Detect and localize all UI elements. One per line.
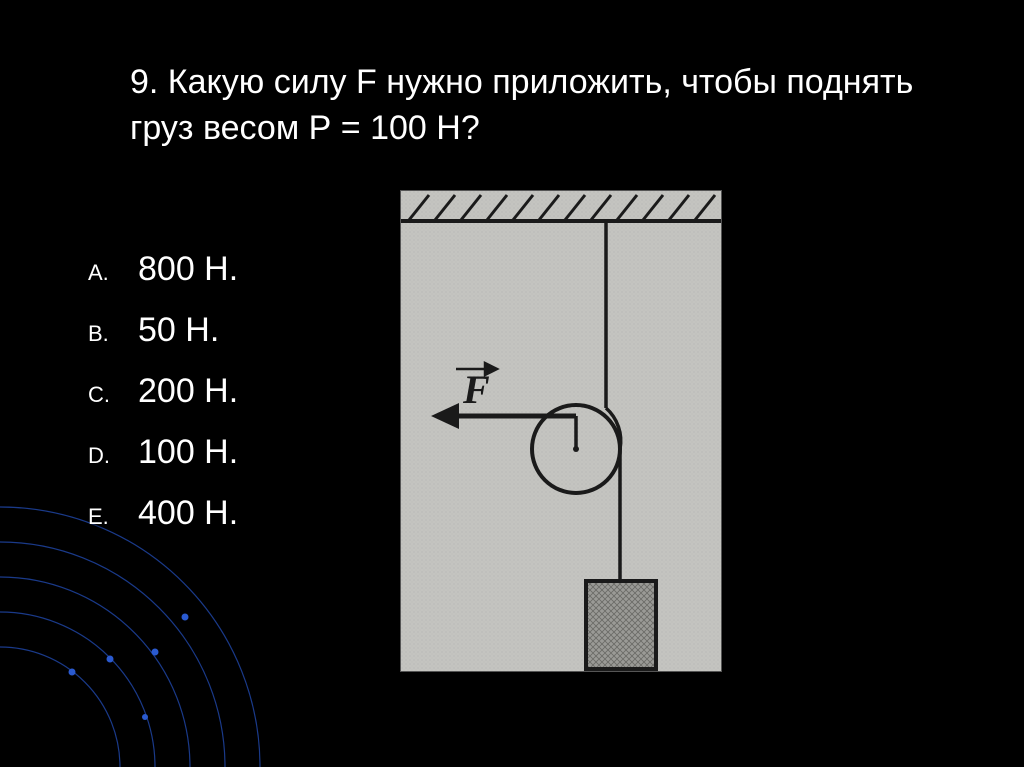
pulley-diagram: F [400, 190, 722, 672]
diagram-background [401, 191, 721, 671]
question-text: 9. Какую силу F нужно приложить, чтобы п… [130, 60, 930, 152]
option-letter: D. [80, 443, 138, 469]
option-text: 200 Н. [138, 372, 238, 411]
option-text: 50 Н. [138, 311, 219, 350]
option-a[interactable]: A. 800 Н. [80, 250, 238, 289]
option-text: 800 Н. [138, 250, 238, 289]
option-text: 400 Н. [138, 494, 238, 533]
option-d[interactable]: D. 100 Н. [80, 433, 238, 472]
option-c[interactable]: C. 200 Н. [80, 372, 238, 411]
pulley-axle [573, 446, 579, 452]
option-text: 100 Н. [138, 433, 238, 472]
option-e[interactable]: E. 400 Н. [80, 494, 238, 533]
option-letter: A. [80, 260, 138, 286]
load-block [586, 581, 656, 669]
option-b[interactable]: B. 50 Н. [80, 311, 238, 350]
pulley-svg: F [401, 191, 721, 671]
option-letter: B. [80, 321, 138, 347]
option-letter: E. [80, 504, 138, 530]
answer-options-list: A. 800 Н. B. 50 Н. C. 200 Н. D. 100 Н. E… [80, 250, 238, 555]
option-letter: C. [80, 382, 138, 408]
